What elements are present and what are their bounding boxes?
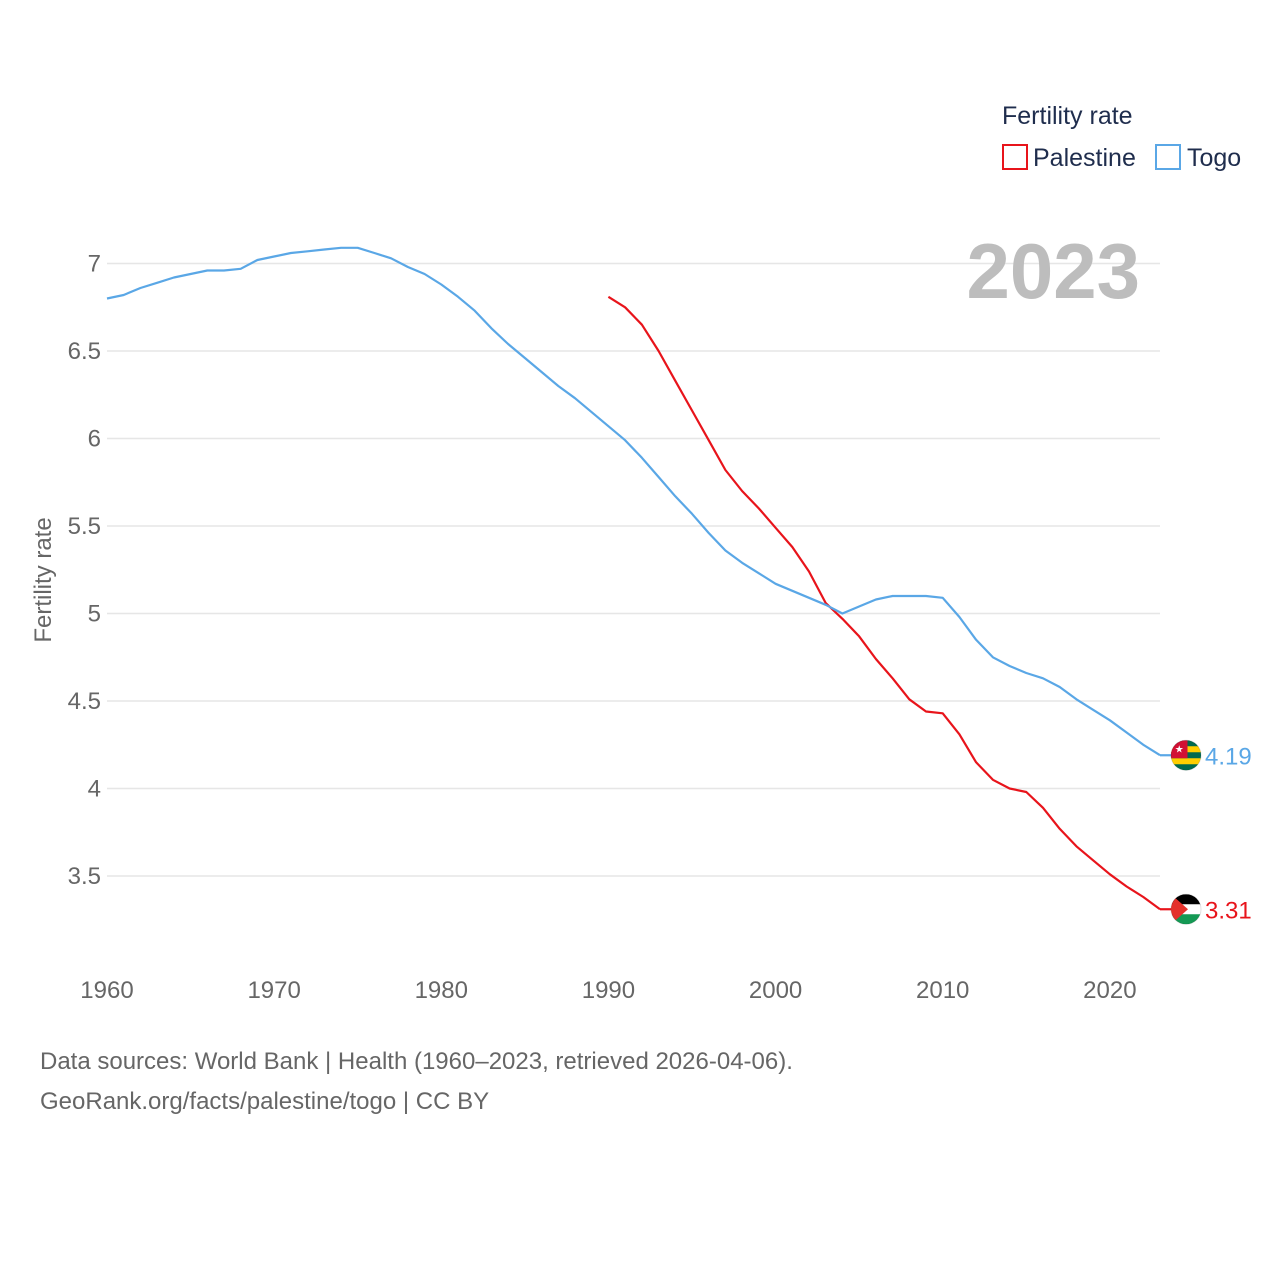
legend-item-palestine[interactable]: Palestine xyxy=(1002,144,1136,172)
x-axis: 1960 1970 1980 1990 2000 2010 2020 xyxy=(80,977,1136,1004)
series-endpoints: 3.31 ★ 4.19 xyxy=(1170,739,1252,925)
svg-text:★: ★ xyxy=(1175,744,1184,755)
togo-flag-icon: ★ xyxy=(1170,739,1202,771)
x-tick-label: 1990 xyxy=(582,977,635,1004)
line-chart: 3.5 4 4.5 5 5.5 6 6.5 7 1960 1970 1980 1990 2000 201… xyxy=(30,102,1252,1004)
palestine-flag-icon xyxy=(1170,893,1202,925)
y-tick-label: 4.5 xyxy=(68,688,101,715)
y-tick-label: 4 xyxy=(88,776,101,803)
x-tick-label: 1980 xyxy=(415,977,468,1004)
y-tick-label: 5 xyxy=(88,601,101,628)
y-tick-label: 7 xyxy=(88,251,101,278)
legend-title: Fertility rate xyxy=(1002,102,1133,130)
source-note: Data sources: World Bank | Health (1960–… xyxy=(40,1042,793,1122)
series-line-togo[interactable] xyxy=(106,246,1161,757)
x-tick-label: 1960 xyxy=(80,977,133,1004)
y-tick-label: 5.5 xyxy=(68,513,101,540)
gridlines xyxy=(107,262,1160,877)
legend-item-togo[interactable]: Togo xyxy=(1155,144,1241,172)
x-tick-label: 2000 xyxy=(749,977,802,1004)
legend-label-palestine: Palestine xyxy=(1033,144,1136,172)
y-axis: 3.5 4 4.5 5 5.5 6 6.5 7 xyxy=(68,251,101,891)
y-axis-label: Fertility rate xyxy=(30,517,57,642)
y-tick-label: 6.5 xyxy=(68,338,101,365)
x-tick-label: 1970 xyxy=(247,977,300,1004)
end-value-label-togo: 4.19 xyxy=(1205,743,1252,770)
series-line-palestine[interactable] xyxy=(607,295,1161,911)
legend-swatch-palestine xyxy=(1002,144,1028,170)
credit-line[interactable]: GeoRank.org/facts/palestine/togo | CC BY xyxy=(40,1088,490,1115)
source-line: Data sources: World Bank | Health (1960–… xyxy=(40,1048,793,1075)
legend-label-togo: Togo xyxy=(1187,144,1241,172)
y-tick-label: 3.5 xyxy=(68,863,101,890)
x-tick-label: 2020 xyxy=(1083,977,1136,1004)
legend: Fertility rate Palestine Togo xyxy=(1002,102,1241,172)
year-label: 2023 xyxy=(966,227,1140,315)
end-value-label-palestine: 3.31 xyxy=(1205,897,1252,924)
series-lines xyxy=(106,246,1172,911)
x-tick-label: 2010 xyxy=(916,977,969,1004)
legend-swatch-togo xyxy=(1155,144,1181,170)
y-tick-label: 6 xyxy=(88,426,101,453)
